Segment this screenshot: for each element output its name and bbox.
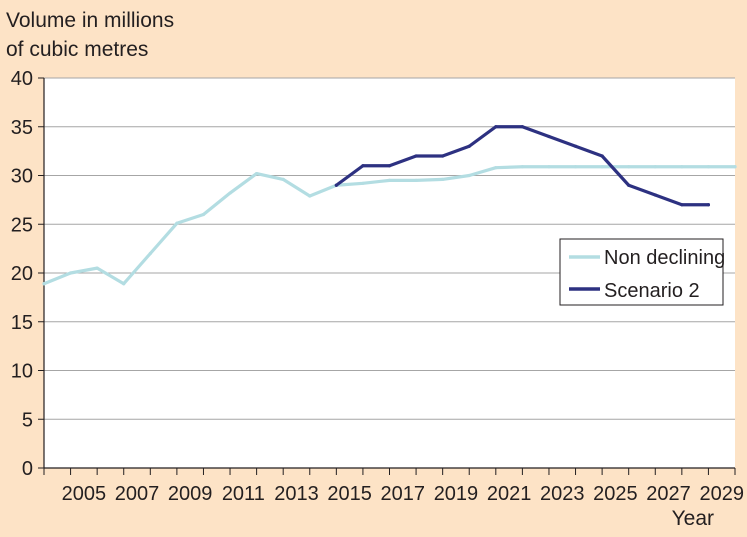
data-point-non-declining bbox=[308, 194, 312, 198]
y-tick-label: 30 bbox=[11, 166, 33, 188]
data-point-scenario-2 bbox=[547, 134, 551, 139]
y-tick-label: 0 bbox=[22, 458, 33, 480]
data-point-non-declining bbox=[467, 173, 471, 178]
data-point-scenario-2 bbox=[361, 164, 365, 168]
data-point-non-declining bbox=[361, 181, 365, 185]
x-tick-label: 2009 bbox=[168, 483, 213, 505]
data-point-non-declining bbox=[281, 177, 285, 181]
legend-label-scenario-2: Scenario 2 bbox=[604, 280, 700, 302]
gridlines bbox=[44, 77, 735, 420]
x-tick-label: 2011 bbox=[222, 483, 265, 505]
data-point-scenario-2 bbox=[573, 144, 578, 148]
data-point-non-declining bbox=[627, 165, 631, 169]
y-axis-label-line-2: of cubic metres bbox=[6, 38, 148, 61]
data-point-non-declining bbox=[95, 266, 99, 270]
y-axis-label-line-1: Volume in millions bbox=[6, 9, 174, 32]
data-point-scenario-2 bbox=[706, 203, 711, 207]
data-point-non-declining bbox=[255, 171, 259, 176]
data-point-non-declining bbox=[680, 165, 684, 169]
x-tick-label: 2029 bbox=[699, 483, 744, 505]
y-tick-label: 40 bbox=[11, 68, 33, 90]
x-tick-label: 2025 bbox=[593, 483, 638, 505]
data-point-non-declining bbox=[653, 165, 657, 169]
legend-box bbox=[559, 238, 724, 306]
data-point-non-declining bbox=[68, 271, 73, 275]
data-point-non-declining bbox=[706, 165, 711, 169]
data-point-non-declining bbox=[441, 177, 445, 181]
data-point-scenario-2 bbox=[441, 154, 445, 158]
x-tick-label: 2013 bbox=[274, 483, 319, 505]
x-tick-label: 2019 bbox=[434, 483, 479, 505]
x-tick-label: 2015 bbox=[327, 483, 372, 505]
data-point-non-declining bbox=[387, 178, 392, 182]
y-tick-label: 35 bbox=[11, 117, 33, 139]
y-tick-label: 10 bbox=[11, 361, 33, 383]
data-point-non-declining bbox=[494, 166, 498, 170]
data-point-scenario-2 bbox=[627, 183, 631, 187]
data-point-non-declining bbox=[175, 221, 179, 225]
series-lines bbox=[42, 125, 737, 286]
data-point-scenario-2 bbox=[414, 154, 418, 158]
data-point-non-declining bbox=[733, 165, 737, 169]
data-point-non-declining bbox=[600, 165, 604, 169]
data-point-scenario-2 bbox=[653, 193, 657, 197]
x-tick-label: 2017 bbox=[381, 483, 426, 505]
legend: Non declining Scenario 2 bbox=[559, 238, 725, 306]
x-tick-label: 2021 bbox=[487, 483, 532, 505]
data-point-scenario-2 bbox=[494, 125, 498, 129]
data-point-non-declining bbox=[520, 165, 524, 169]
data-point-scenario-2 bbox=[520, 125, 524, 129]
data-point-non-declining bbox=[547, 165, 551, 169]
data-point-scenario-2 bbox=[600, 154, 604, 158]
y-tick-label: 25 bbox=[11, 214, 33, 236]
data-point-non-declining bbox=[122, 282, 126, 286]
data-point-scenario-2 bbox=[334, 183, 338, 187]
x-tick-label: 2005 bbox=[62, 483, 107, 505]
data-point-scenario-2 bbox=[467, 144, 471, 148]
y-tick-label: 20 bbox=[11, 263, 33, 285]
legend-label-non-declining: Non declining bbox=[604, 247, 725, 269]
data-point-non-declining bbox=[42, 282, 46, 286]
x-axis-label: Year bbox=[672, 507, 714, 530]
data-point-scenario-2 bbox=[680, 203, 684, 207]
x-tick-label: 2023 bbox=[540, 483, 585, 505]
y-tick-label: 15 bbox=[11, 312, 33, 334]
data-point-non-declining bbox=[414, 178, 418, 182]
x-tick-label: 2007 bbox=[115, 483, 160, 505]
data-point-non-declining bbox=[201, 212, 206, 217]
data-point-non-declining bbox=[573, 165, 578, 169]
y-tick-label: 5 bbox=[22, 409, 33, 431]
data-point-scenario-2 bbox=[387, 164, 392, 168]
data-point-non-declining bbox=[148, 251, 152, 256]
data-point-non-declining bbox=[228, 191, 232, 195]
x-tick-label: 2027 bbox=[646, 483, 691, 505]
